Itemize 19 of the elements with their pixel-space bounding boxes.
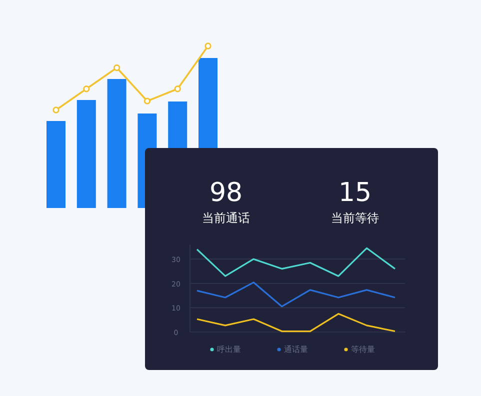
point bbox=[52, 106, 60, 114]
point bbox=[113, 64, 120, 72]
category-label: 当前等待 bbox=[331, 211, 379, 225]
data-label: 98 bbox=[209, 178, 243, 208]
bar bbox=[46, 121, 66, 208]
legend-label: 呼出量 bbox=[217, 345, 241, 354]
point bbox=[83, 86, 90, 92]
point bbox=[204, 42, 212, 50]
point bbox=[144, 98, 151, 104]
category-label: 当前通话 bbox=[202, 211, 250, 225]
data-label: 15 bbox=[338, 178, 372, 208]
bar bbox=[76, 100, 96, 208]
line-series bbox=[196, 247, 396, 277]
legend-label: 等待量 bbox=[351, 345, 375, 354]
line-series bbox=[196, 312, 396, 332]
point bbox=[174, 86, 181, 92]
bar bbox=[107, 79, 126, 208]
legend-label: 通话量 bbox=[284, 345, 308, 354]
line-series bbox=[196, 282, 396, 308]
